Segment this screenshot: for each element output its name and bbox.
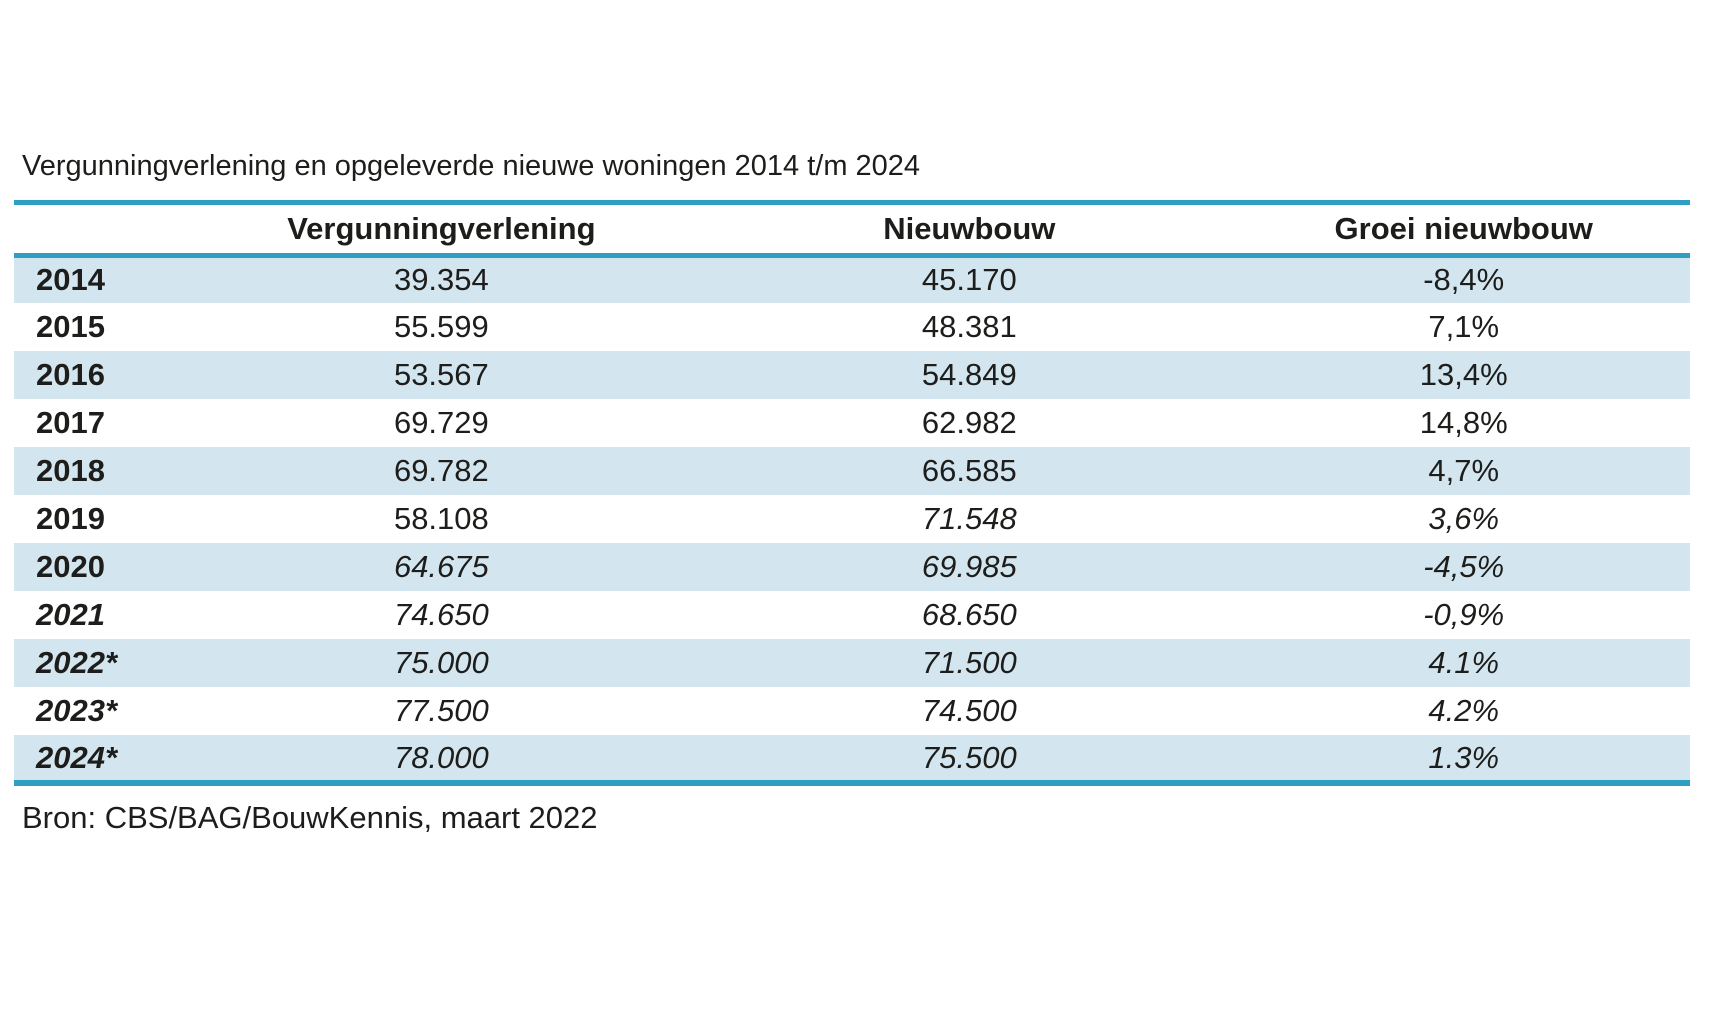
nieuwbouw-cell: 62.982 [921,405,1017,441]
table-row: 2017 69.729 62.982 14,8% [14,399,1690,448]
year-cell: 2023* [36,693,118,729]
nieuwbouw-cell: 71.548 [921,501,1017,537]
year-cell: 2018 [36,453,105,489]
groei-nieuwbouw-cell: 13,4% [1419,357,1508,393]
table-row: 2016 53.567 54.849 13,4% [14,351,1690,400]
groei-nieuwbouw-cell: 7,1% [1428,309,1500,345]
year-cell: 2017 [36,405,105,441]
groei-nieuwbouw-cell: 1.3% [1428,739,1500,775]
nieuwbouw-cell: 54.849 [921,357,1017,393]
year-cell: 2021 [36,597,105,633]
header-vergunningverlening: Vergunningverlening [181,202,702,256]
table-row: 2018 69.782 66.585 4,7% [14,447,1690,496]
table-row: 2021 74.650 68.650 -0,9% [14,591,1690,640]
vergunningverlening-cell: 39.354 [393,262,489,298]
year-cell: 2015 [36,309,105,345]
nieuwbouw-cell: 74.500 [921,693,1017,729]
year-cell: 2022* [36,645,118,681]
year-cell: 2024* [36,739,118,775]
vergunningverlening-cell: 69.729 [393,405,489,441]
year-cell: 2020 [36,549,105,585]
nieuwbouw-cell: 66.585 [921,453,1017,489]
groei-nieuwbouw-cell: 4.1% [1428,645,1500,681]
housing-table: Vergunningverlening Nieuwbouw Groei nieu… [14,200,1690,787]
table-row: 2015 55.599 48.381 7,1% [14,303,1690,352]
table-row: 2019 58.108 71.548 3,6% [14,495,1690,544]
vergunningverlening-cell: 55.599 [393,309,489,345]
groei-nieuwbouw-cell: -0,9% [1423,597,1505,633]
groei-nieuwbouw-cell: 4,7% [1428,453,1500,489]
figure-content: Vergunningverlening en opgeleverde nieuw… [14,148,1690,836]
nieuwbouw-cell: 75.500 [921,739,1017,775]
vergunningverlening-cell: 64.675 [393,549,489,585]
vergunningverlening-cell: 75.000 [393,645,489,681]
source-note: Bron: CBS/BAG/BouwKennis, maart 2022 [22,800,598,836]
vergunningverlening-cell: 74.650 [393,597,489,633]
header-groei-nieuwbouw: Groei nieuwbouw [1237,202,1690,256]
nieuwbouw-cell: 45.170 [921,262,1017,298]
groei-nieuwbouw-cell: 14,8% [1419,405,1508,441]
vergunningverlening-cell: 53.567 [393,357,489,393]
table-header: Vergunningverlening Nieuwbouw Groei nieu… [14,202,1690,256]
groei-nieuwbouw-cell: -4,5% [1423,549,1505,585]
nieuwbouw-cell: 48.381 [921,309,1017,345]
year-cell: 2019 [36,501,105,537]
groei-nieuwbouw-cell: 4.2% [1428,693,1500,729]
header-year [14,202,182,256]
header-nieuwbouw: Nieuwbouw [701,202,1238,256]
nieuwbouw-cell: 71.500 [921,645,1017,681]
table-row: 2020 64.675 69.985 -4,5% [14,543,1690,592]
table-row: 2023* 77.500 74.500 4.2% [14,687,1690,736]
groei-nieuwbouw-cell: 3,6% [1428,501,1500,537]
table-row: 2022* 75.000 71.500 4.1% [14,639,1690,688]
figure-title: Vergunningverlening en opgeleverde nieuw… [22,150,921,182]
header-row: Vergunningverlening Nieuwbouw Groei nieu… [14,202,1690,256]
year-cell: 2016 [36,357,105,393]
vergunningverlening-cell: 69.782 [393,453,489,489]
table-body: 2014 39.354 45.170 -8,4% 2015 55.599 48.381 7,1… [14,255,1690,784]
nieuwbouw-cell: 68.650 [921,597,1017,633]
table-row: 2024* 78.000 75.500 1.3% [14,735,1690,784]
groei-nieuwbouw-cell: -8,4% [1423,262,1505,298]
year-cell: 2014 [36,262,105,298]
nieuwbouw-cell: 69.985 [921,549,1017,585]
vergunningverlening-cell: 78.000 [393,739,489,775]
table-row: 2014 39.354 45.170 -8,4% [14,255,1690,304]
vergunningverlening-cell: 58.108 [393,501,489,537]
vergunningverlening-cell: 77.500 [393,693,489,729]
